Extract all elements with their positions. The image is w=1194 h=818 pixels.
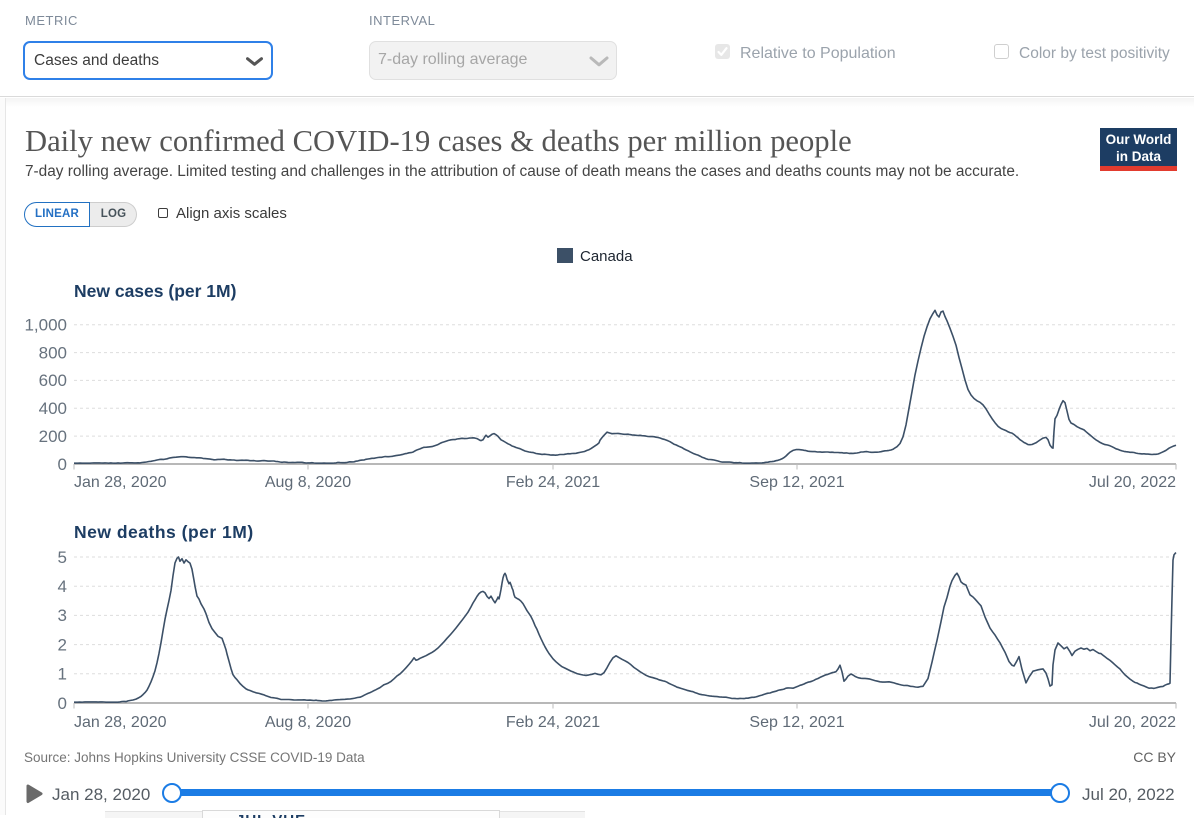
svg-text:Sep 12, 2021: Sep 12, 2021 [749, 714, 844, 731]
svg-text:400: 400 [39, 399, 67, 418]
svg-text:1,000: 1,000 [24, 316, 67, 335]
svg-text:5: 5 [58, 548, 67, 567]
svg-text:3: 3 [58, 606, 67, 625]
svg-text:Jul 20, 2022: Jul 20, 2022 [1089, 714, 1176, 731]
svg-text:Jan 28, 2020: Jan 28, 2020 [74, 474, 167, 491]
svg-text:Aug 8, 2020: Aug 8, 2020 [265, 714, 351, 731]
svg-text:800: 800 [39, 343, 67, 362]
svg-text:0: 0 [58, 455, 67, 474]
svg-text:4: 4 [58, 577, 67, 596]
svg-text:2: 2 [58, 635, 67, 654]
svg-text:Feb 24, 2021: Feb 24, 2021 [506, 714, 600, 731]
svg-text:Jan 28, 2020: Jan 28, 2020 [74, 714, 167, 731]
svg-text:Feb 24, 2021: Feb 24, 2021 [506, 474, 600, 491]
svg-text:Aug 8, 2020: Aug 8, 2020 [265, 474, 351, 491]
svg-text:0: 0 [58, 694, 67, 713]
svg-text:Jul 20, 2022: Jul 20, 2022 [1089, 474, 1176, 491]
svg-text:200: 200 [39, 427, 67, 446]
svg-text:Sep 12, 2021: Sep 12, 2021 [749, 474, 844, 491]
svg-text:600: 600 [39, 371, 67, 390]
svg-text:1: 1 [58, 665, 67, 684]
